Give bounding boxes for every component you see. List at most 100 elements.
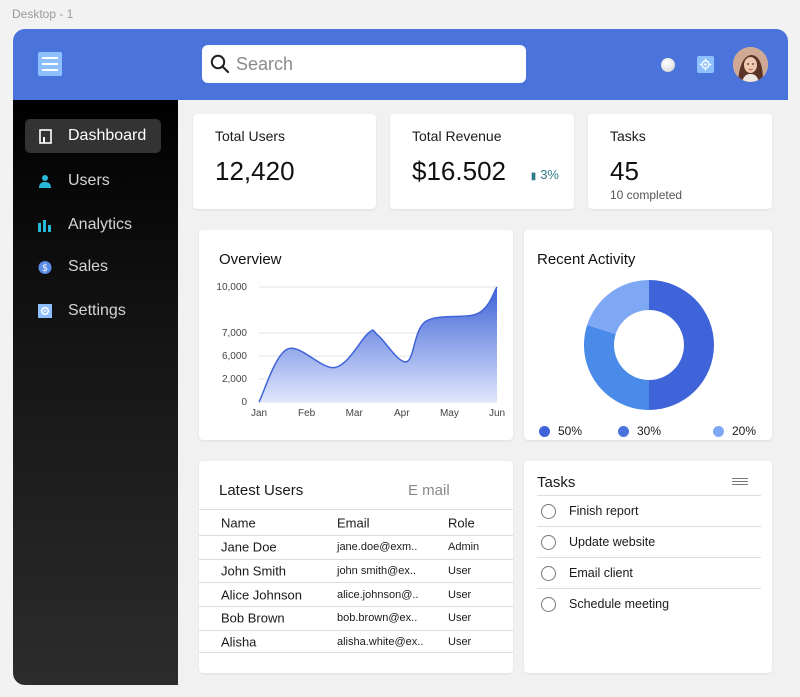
cell-email: alisha.white@ex.. [337, 635, 424, 648]
cell-email: john smith@ex.. [337, 565, 417, 578]
avatar[interactable] [733, 47, 768, 82]
task-label: Update website [569, 535, 656, 549]
search-input[interactable] [236, 53, 516, 75]
cell-name: Bob Brown [221, 610, 285, 626]
donut-slice[interactable] [587, 280, 649, 335]
stat-trend: ▮ 3% [531, 167, 559, 182]
cell-email: jane.doe@exm.. [337, 541, 418, 554]
table-row[interactable]: Jane Doe jane.doe@exm.. Admin [199, 535, 513, 559]
table-row[interactable]: Alice Johnson alice.johnson@.. User [199, 582, 513, 606]
sidebar-item-label: Dashboard [68, 127, 147, 144]
table-header-row: Name Email Role [199, 509, 513, 535]
task-label: Schedule meeting [569, 597, 670, 611]
donut-slice[interactable] [584, 324, 649, 410]
overview-card: Overview 0 2,000 6,000 7,000 10,000 Jan Feb Mar… [199, 230, 513, 440]
recent-activity-title: Recent Activity [537, 251, 636, 268]
sidebar: Dashboard Users Analytics $ Sales Settin… [13, 100, 178, 685]
stat-value: $16.502 [412, 156, 506, 186]
series-line [258, 286, 498, 403]
task-item[interactable]: Email client [537, 557, 761, 588]
svg-text:$: $ [42, 262, 48, 273]
x-tick-label: Jun [489, 408, 505, 419]
cell-role: User [448, 612, 472, 625]
settings-gear-icon[interactable] [697, 56, 714, 73]
table-row[interactable]: Alisha alisha.white@ex.. User [199, 629, 513, 654]
stat-subtext: 10 completed [610, 188, 683, 202]
x-tick-label: Feb [298, 408, 316, 419]
dashboard-icon [38, 128, 52, 144]
table-row[interactable]: John Smith john smith@ex.. User [199, 558, 513, 583]
table-row[interactable]: Bob Brown bob.brown@ex.. User [199, 606, 513, 630]
tasks-card: Tasks Finish report Update website Email… [524, 461, 772, 673]
sidebar-item-label: Settings [68, 302, 126, 319]
task-checkbox[interactable] [541, 566, 556, 581]
sidebar-item-sales[interactable]: $ Sales [25, 250, 161, 284]
hamburger-menu-icon[interactable] [38, 52, 62, 76]
frame-label: Desktop - 1 [12, 7, 74, 21]
y-tick-label: 2,000 [222, 374, 247, 385]
task-label: Email client [569, 566, 633, 580]
sidebar-item-label: Users [68, 172, 110, 189]
activity-donut-chart [584, 280, 714, 410]
legend-label: 30% [637, 424, 662, 438]
stat-label: Total Revenue [412, 128, 502, 144]
overview-title: Overview [219, 251, 282, 268]
sidebar-item-settings[interactable]: Settings [25, 294, 161, 328]
cell-role: Admin [448, 541, 480, 554]
donut-slice[interactable] [649, 280, 714, 410]
task-checkbox[interactable] [541, 535, 556, 550]
sidebar-item-dashboard[interactable]: Dashboard [25, 119, 161, 153]
column-header-role: Role [448, 515, 475, 530]
dashboard-app: Dashboard Users Analytics $ Sales Settin… [13, 29, 788, 685]
stat-label: Total Users [215, 128, 286, 144]
stat-card-total-revenue: Total Revenue $16.502 ▮ 3% [390, 114, 574, 209]
x-tick-label: Mar [346, 408, 364, 419]
stat-card-total-users: Total Users 12,420 [193, 114, 376, 209]
legend-swatch [713, 425, 724, 437]
overview-area-chart: 0 2,000 6,000 7,000 10,000 Jan Feb Mar Apr May Jun [216, 282, 505, 419]
notification-dot-icon[interactable] [661, 58, 675, 72]
cell-name: John Smith [221, 563, 287, 579]
bar-chart-icon [38, 218, 52, 232]
email-header-text: E mail [408, 482, 450, 499]
legend-swatch [618, 425, 629, 437]
cell-name: Jane Doe [221, 539, 277, 555]
legend-item: 30% [618, 424, 661, 438]
search-box[interactable] [202, 45, 526, 83]
user-icon [38, 174, 52, 188]
trend-up-icon: ▮ [530, 171, 537, 182]
task-list: Finish report Update website Email clien… [537, 495, 761, 619]
task-item[interactable]: Schedule meeting [537, 588, 761, 619]
task-label: Finish report [569, 504, 639, 518]
sidebar-item-analytics[interactable]: Analytics [25, 208, 161, 242]
cell-email: alice.johnson@.. [337, 588, 419, 601]
dollar-icon: $ [38, 260, 52, 274]
y-tick-label: 0 [241, 397, 247, 408]
tasks-title: Tasks [537, 474, 576, 491]
x-tick-label: Jan [251, 408, 267, 419]
task-checkbox[interactable] [541, 597, 556, 612]
users-table: Name Email Role Jane Doe jane.doe@exm.. … [199, 509, 513, 654]
sidebar-item-label: Sales [68, 258, 109, 275]
cell-role: User [448, 635, 472, 648]
area-series [259, 287, 497, 402]
task-item[interactable]: Finish report [537, 495, 761, 526]
x-tick-label: Apr [394, 408, 410, 419]
y-tick-label: 6,000 [222, 351, 247, 362]
gear-icon [38, 304, 52, 318]
x-tick-label: May [440, 408, 459, 419]
legend-item: 20% [713, 424, 756, 438]
cell-role: User [448, 588, 472, 601]
menu-lines-icon[interactable] [732, 478, 748, 485]
sidebar-item-users[interactable]: Users [25, 164, 161, 198]
donut-legend: 50% 30% 20% [524, 424, 772, 440]
recent-activity-card: Recent Activity 50% 30% 20% [524, 230, 772, 440]
legend-swatch [539, 425, 550, 437]
stat-card-tasks: Tasks 45 10 completed [588, 114, 772, 209]
search-icon [210, 54, 230, 74]
legend-label: 50% [558, 424, 583, 438]
task-item[interactable]: Update website [537, 526, 761, 557]
task-checkbox[interactable] [541, 504, 556, 519]
latest-users-title: Latest Users [219, 482, 304, 499]
stat-value: 12,420 [215, 156, 295, 186]
